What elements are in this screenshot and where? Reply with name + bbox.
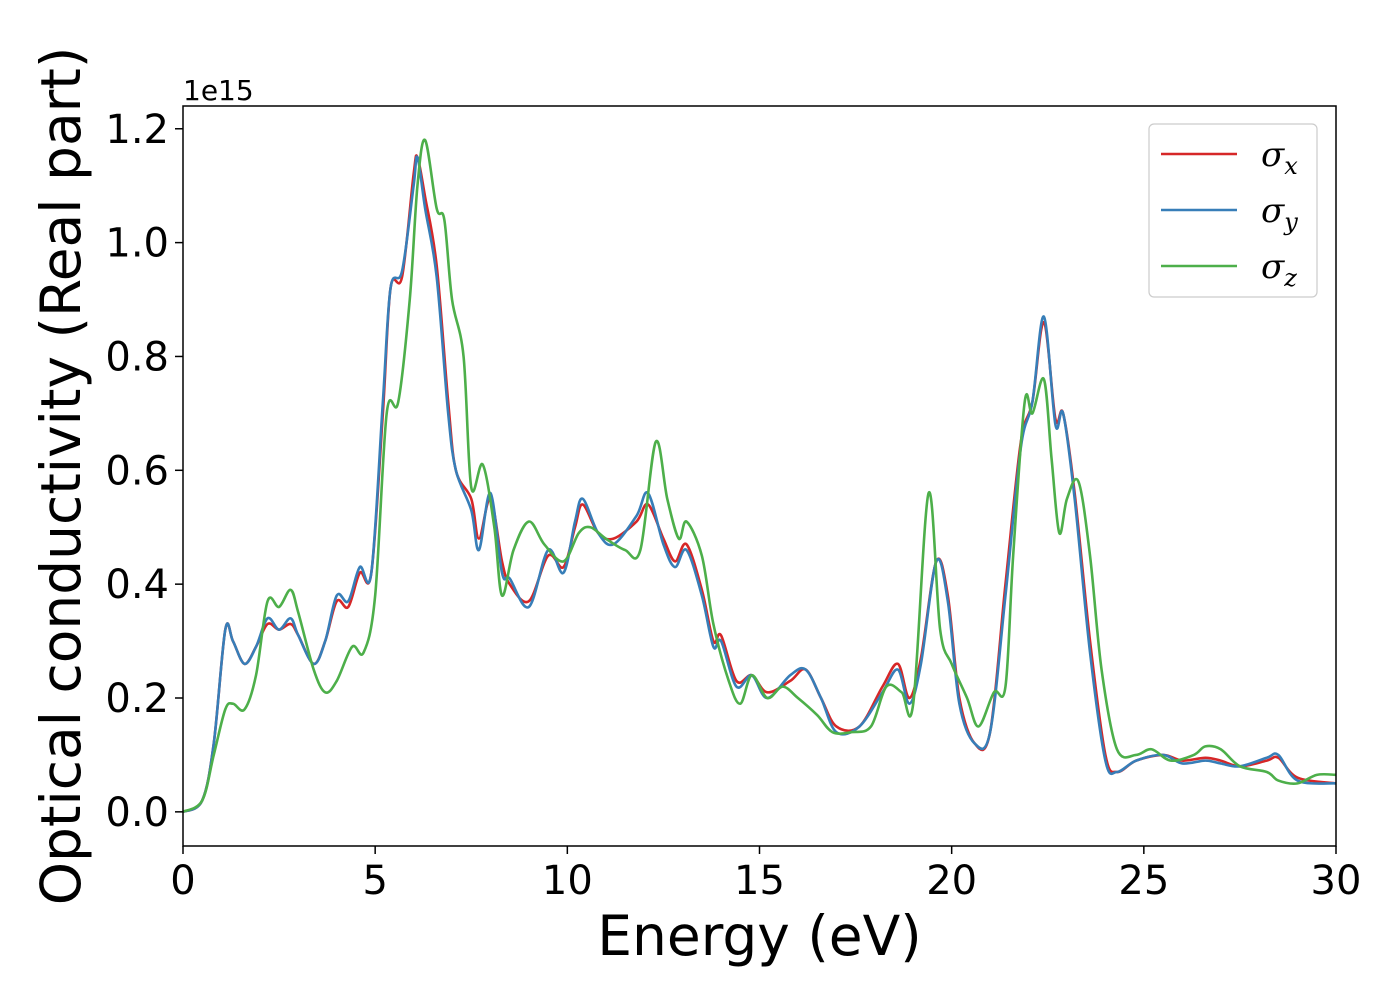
legend-label-x: σx (1261, 135, 1298, 180)
x-tick-label: 5 (362, 858, 387, 904)
x-tick-label: 20 (926, 858, 977, 904)
x-tick-label: 10 (542, 858, 593, 904)
series-line-y (182, 155, 1337, 814)
y-tick-label: 1.2 (105, 107, 169, 153)
y-tick-label: 0.8 (105, 334, 169, 380)
legend-label-z: σz (1261, 247, 1297, 292)
x-tick-label: 0 (170, 858, 195, 904)
x-axis: 0 5 10 15 20 25 30 (170, 846, 1361, 904)
x-tick-label: 30 (1311, 858, 1362, 904)
legend: σx σy σz (1148, 123, 1318, 298)
series-line-z (182, 138, 1337, 814)
y-tick-label: 1.0 (105, 221, 169, 267)
y-tick-label: 0.6 (105, 448, 169, 494)
x-tick-label: 15 (734, 858, 785, 904)
y-axis-title: Optical conductivity (Real part) (29, 47, 93, 906)
legend-label-y: σy (1261, 191, 1298, 236)
y-axis-offset-label: 1e15 (183, 74, 254, 107)
x-axis-title: Energy (eV) (597, 904, 921, 968)
y-axis: 0.0 0.2 0.4 0.6 0.8 1.0 1.2 (105, 107, 183, 836)
series-lines (182, 138, 1337, 814)
x-tick-label: 25 (1118, 858, 1169, 904)
y-tick-label: 0.4 (105, 562, 169, 608)
y-tick-label: 0.2 (105, 676, 169, 722)
y-tick-label: 0.0 (105, 790, 169, 836)
